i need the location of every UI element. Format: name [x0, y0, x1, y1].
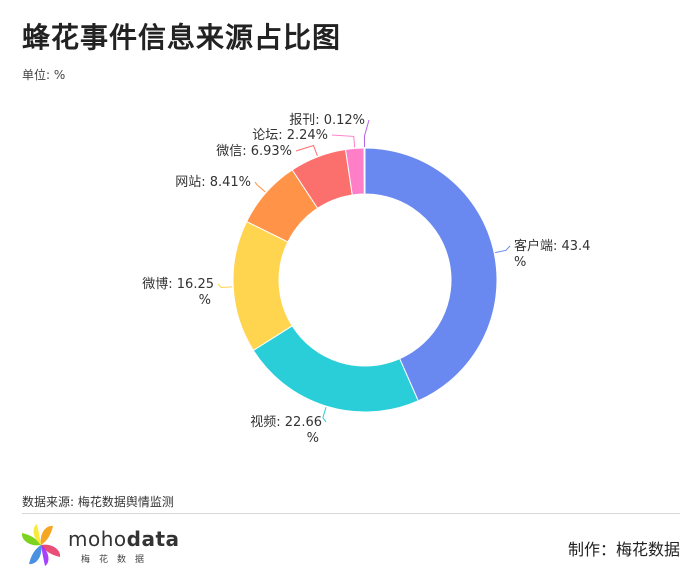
pinwheel-logo-icon [21, 524, 61, 566]
leader-line-网站 [254, 181, 266, 193]
chart-title: 蜂花事件信息来源占比图 [22, 21, 342, 54]
donut-chart: 客户端: 43.4%视频: 22.66%微博: 16.25%网站: 8.41%微… [142, 113, 590, 446]
slice-label-微博: 微博: 16.25 [142, 277, 214, 292]
slice-客户端 [364, 147, 498, 402]
leader-line-微博 [217, 283, 233, 288]
slice-label-报刊: 报刊: 0.12% [289, 113, 365, 128]
slice-label-客户端: 客户端: 43.4 [514, 238, 590, 254]
brand-name-bold: data [126, 527, 180, 551]
slice-label-网站: 网站: 8.41% [175, 175, 251, 190]
leader-line-视频 [322, 407, 327, 423]
data-source: 数据来源: 梅花数据舆情监测 [22, 495, 174, 509]
slice-label-论坛: 论坛: 2.24% [252, 128, 328, 143]
unit-note: 单位: % [22, 68, 66, 82]
leader-line-微信 [295, 144, 318, 156]
leader-line-论坛 [331, 134, 356, 148]
slice-label-unit-微博: % [199, 293, 211, 308]
slice-label-unit-视频: % [307, 431, 319, 446]
footer-divider [22, 513, 680, 514]
leader-line-报刊 [363, 119, 370, 148]
brand-logo: mohodata 梅花数据 [18, 522, 180, 570]
leader-line-客户端 [495, 245, 511, 254]
slice-报刊 [363, 147, 366, 195]
slice-label-微信: 微信: 6.93% [216, 144, 292, 159]
slice-label-unit-客户端: % [514, 255, 526, 270]
brand-name: mohodata [68, 527, 180, 551]
brand-subtitle: 梅花数据 [81, 555, 154, 565]
slice-微博 [232, 220, 293, 352]
brand-name-light: moho [68, 527, 127, 551]
slice-label-视频: 视频: 22.66 [250, 415, 322, 430]
maker-credit: 制作：梅花数据 [567, 540, 680, 559]
slice-视频 [252, 325, 419, 413]
